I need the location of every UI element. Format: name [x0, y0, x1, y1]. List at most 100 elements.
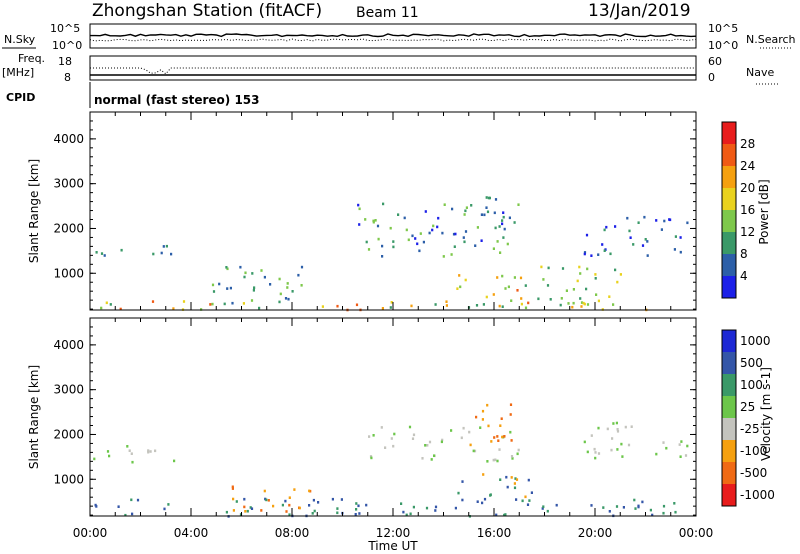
velocity-echo-cell: [517, 448, 520, 452]
velocity-echo-cell: [392, 444, 395, 448]
power-echo-cell: [374, 219, 377, 222]
power-echo-cell: [603, 228, 606, 232]
velocity-echo-cell: [167, 503, 170, 506]
power-echo-cell: [453, 245, 456, 248]
power-echo-cell: [278, 277, 281, 281]
nave-tick-top: 60: [708, 55, 722, 68]
velocity-colorbar: 1000 500 100 25 -25 -100 -500 -1000: [721, 329, 775, 507]
power-echo-layer: [95, 196, 689, 312]
velocity-echo-cell: [622, 506, 625, 509]
power-echo-cell: [524, 306, 528, 310]
power-echo-cell: [614, 268, 617, 272]
power-echo-cell: [211, 302, 214, 306]
power-echo-cell: [571, 305, 574, 309]
power-echo-cell: [258, 306, 261, 310]
power-echo-cell: [357, 203, 360, 207]
velocity-echo-cell: [513, 486, 517, 490]
velocity-echo-cell: [504, 513, 507, 516]
power-echo-cell: [372, 220, 375, 224]
velocity-echo-cell: [393, 432, 396, 436]
power-ylabel: Slant Range [km]: [27, 159, 41, 263]
power-echo-cell: [151, 300, 155, 303]
power-echo-cell: [655, 219, 658, 222]
velocity-echo-cell: [479, 426, 482, 429]
velocity-echo-cell: [461, 498, 464, 502]
velocity-colorbar-tick: -100: [740, 444, 767, 458]
power-echo-cell: [493, 211, 496, 215]
power-echo-cell: [583, 251, 587, 254]
power-echo-cell: [454, 232, 457, 236]
power-echo-cell: [152, 252, 155, 256]
velocity-echo-cell: [606, 427, 609, 431]
power-echo-cell: [367, 248, 371, 251]
velocity-echo-cell: [461, 480, 464, 483]
power-echo-cell: [436, 225, 439, 229]
power-echo-cell: [537, 297, 540, 301]
power-echo-cell: [297, 273, 300, 277]
power-echo-cell: [582, 301, 585, 305]
velocity-echo-cell: [586, 450, 589, 454]
velocity-echo-cell: [149, 450, 152, 453]
time-axis-label: Time UT: [367, 539, 418, 553]
power-echo-cell: [513, 221, 516, 224]
velocity-echo-cell: [678, 443, 681, 446]
velocity-echo-cell: [308, 489, 311, 493]
power-echo-cell: [517, 203, 520, 206]
velocity-echo-cell: [425, 506, 429, 510]
power-echo-cell: [501, 274, 504, 278]
velocity-echo-cell: [235, 500, 238, 503]
beam-label: Beam 11: [356, 5, 419, 21]
velocity-echo-cell: [686, 444, 689, 448]
velocity-axes: 1000 2000 3000 4000: [53, 326, 696, 516]
power-echo-cell: [527, 301, 530, 305]
velocity-colorbar-swatch: [722, 330, 736, 352]
power-colorbar-tick: 12: [740, 225, 755, 239]
power-echo-cell: [559, 303, 562, 307]
velocity-echo-cell: [108, 454, 111, 458]
velocity-echo-cell: [673, 502, 676, 505]
power-echo-cell: [482, 303, 485, 306]
power-echo-cell: [572, 288, 575, 291]
power-echo-cell: [451, 207, 454, 211]
velocity-echo-cell: [510, 455, 514, 458]
velocity-echo-cell: [163, 507, 166, 511]
velocity-echo-cell: [662, 511, 665, 515]
power-echo-cell: [516, 289, 519, 292]
power-echo-cell: [358, 223, 361, 226]
power-axes: 1000 2000 3000 4000: [53, 120, 696, 310]
velocity-echo-cell: [482, 473, 485, 476]
power-echo-cell: [464, 209, 467, 213]
freq-unit: [MHz]: [2, 66, 34, 79]
velocity-echo-cell: [624, 425, 627, 429]
power-echo-cell: [278, 300, 281, 304]
power-echo-cell: [510, 299, 513, 302]
velocity-echo-cell: [505, 475, 508, 479]
power-echo-cell: [679, 236, 682, 239]
power-echo-cell: [414, 237, 417, 240]
power-echo-cell: [291, 290, 294, 293]
nave-trace: [90, 67, 696, 75]
power-colorbar-swatch: [722, 122, 736, 144]
velocity-echo-cell: [510, 439, 513, 442]
velocity-echo-cell: [454, 506, 457, 510]
power-echo-cell: [578, 265, 581, 269]
power-echo-cell: [229, 286, 232, 290]
velocity-echo-cell: [597, 452, 601, 455]
velocity-echo-cell: [487, 424, 490, 428]
velocity-colorbar-tick: -25: [740, 422, 760, 436]
velocity-colorbar-swatch: [722, 484, 736, 506]
power-echo-cell: [419, 232, 422, 235]
y-tick-label: 1000: [53, 266, 84, 280]
velocity-echo-cell: [649, 508, 652, 512]
nsky-trace: [90, 33, 697, 38]
power-echo-cell: [520, 297, 523, 300]
power-echo-cell: [485, 196, 488, 199]
velocity-echo-cell: [679, 455, 682, 458]
power-echo-cell: [424, 210, 427, 213]
velocity-echo-cell: [95, 505, 98, 508]
nsky-tick-bottom: 10^0: [52, 39, 82, 52]
velocity-echo-cell: [265, 498, 268, 502]
power-colorbar-label: Power [dB]: [757, 179, 771, 244]
power-echo-cell: [561, 267, 565, 270]
power-echo-cell: [463, 213, 466, 216]
